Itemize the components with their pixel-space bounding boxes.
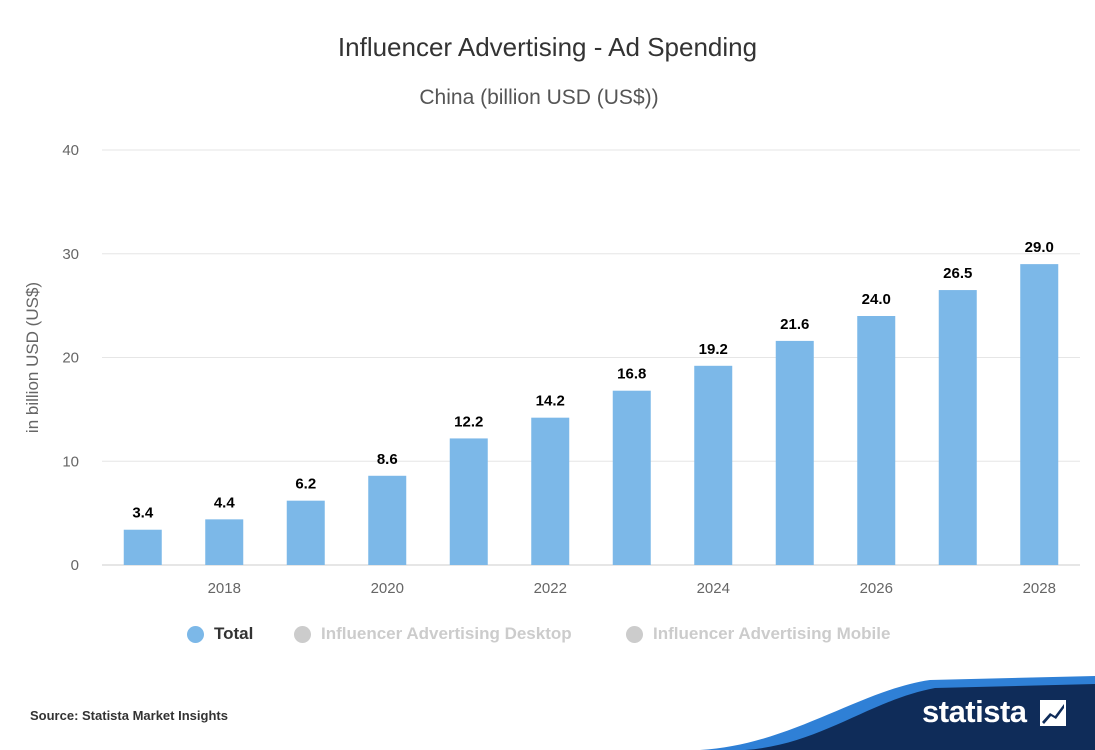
legend-dot-desktop xyxy=(294,625,311,643)
bar xyxy=(368,475,407,565)
x-tick-label: 2020 xyxy=(371,580,404,597)
statista-logo-icon xyxy=(1040,700,1066,726)
x-tick-label: 2024 xyxy=(697,580,730,597)
chart-legend: Total Influencer Advertising Desktop Inf… xyxy=(0,624,1095,648)
bar xyxy=(1020,264,1059,565)
bar xyxy=(857,316,896,565)
bar xyxy=(531,417,570,565)
y-tick-label: 0 xyxy=(71,557,79,574)
data-label: 12.2 xyxy=(454,413,483,430)
y-tick-label: 20 xyxy=(62,350,79,367)
bar xyxy=(205,519,244,565)
bar xyxy=(775,340,814,565)
bar xyxy=(694,365,733,565)
y-tick-label: 10 xyxy=(62,453,79,470)
y-axis-label: in billion USD (US$) xyxy=(23,282,42,433)
data-label: 29.0 xyxy=(1025,239,1054,256)
y-tick-label: 40 xyxy=(62,142,79,159)
x-tick-label: 2018 xyxy=(208,580,241,597)
bar xyxy=(286,500,325,565)
source-note: Source: Statista Market Insights xyxy=(30,708,228,723)
x-tick-label: 2026 xyxy=(860,580,893,597)
legend-dot-total xyxy=(187,625,204,643)
data-label: 4.4 xyxy=(214,494,236,511)
legend-label-desktop: Influencer Advertising Desktop xyxy=(321,624,572,643)
bar xyxy=(938,290,977,565)
data-label: 26.5 xyxy=(943,265,972,282)
data-label: 19.2 xyxy=(699,341,728,358)
bar xyxy=(123,529,162,565)
statista-logo[interactable]: statista xyxy=(922,694,1027,729)
data-label: 6.2 xyxy=(295,476,316,493)
x-tick-label: 2022 xyxy=(534,580,567,597)
legend-item-mobile[interactable]: Influencer Advertising Mobile xyxy=(626,624,890,644)
data-label: 21.6 xyxy=(780,316,809,333)
legend-dot-mobile xyxy=(626,625,643,643)
y-tick-label: 30 xyxy=(62,246,79,263)
data-label: 3.4 xyxy=(132,505,154,522)
data-label: 16.8 xyxy=(617,366,646,383)
legend-label-total: Total xyxy=(214,624,254,643)
legend-item-desktop[interactable]: Influencer Advertising Desktop xyxy=(294,624,572,644)
legend-item-total[interactable]: Total xyxy=(187,624,253,644)
legend-label-mobile: Influencer Advertising Mobile xyxy=(653,624,891,643)
bar xyxy=(612,390,651,565)
data-label: 8.6 xyxy=(377,451,398,468)
data-label: 14.2 xyxy=(536,393,565,410)
x-tick-label: 2028 xyxy=(1023,580,1056,597)
chart-subtitle: China (billion USD (US$)) xyxy=(419,86,659,109)
data-label: 24.0 xyxy=(862,291,891,308)
chart-title: Influencer Advertising - Ad Spending xyxy=(337,32,758,62)
bar xyxy=(449,438,488,565)
